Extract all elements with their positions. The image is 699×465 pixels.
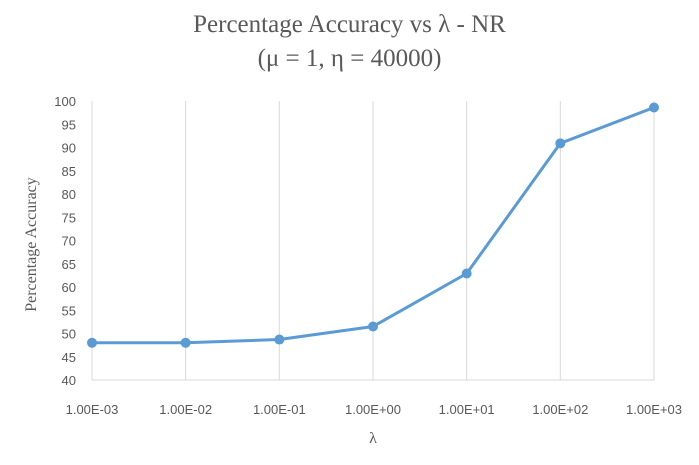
x-tick-label: 1.00E-02: [159, 402, 212, 417]
y-tick-label: 100: [54, 94, 76, 109]
x-tick-label: 1.00E-03: [66, 402, 119, 417]
chart-title: Percentage Accuracy vs λ - NR: [193, 11, 506, 38]
grid-lines: [91, 101, 655, 381]
data-point: [368, 321, 378, 332]
data-point: [180, 337, 191, 348]
x-tick-label: 1.00E+02: [532, 402, 588, 417]
x-tick-label: 1.00E+00: [345, 402, 401, 417]
x-tick-label: 1.00E+01: [439, 402, 495, 417]
y-axis-ticks: 40 45 50 55 60 65 70 75 80 85 90 95 100: [54, 94, 76, 388]
y-tick-label: 85: [62, 164, 76, 179]
data-points: [87, 102, 659, 348]
y-tick-label: 75: [62, 210, 76, 225]
data-point: [649, 102, 659, 113]
x-tick-label: 1.00E+03: [626, 402, 682, 417]
x-tick-label: 1.00E-01: [253, 402, 306, 417]
x-axis-label: λ: [369, 430, 377, 447]
y-tick-label: 55: [62, 303, 76, 318]
y-tick-label: 90: [62, 141, 76, 156]
y-tick-label: 45: [62, 350, 76, 365]
data-point: [461, 268, 472, 279]
y-tick-label: 40: [62, 373, 76, 388]
y-tick-label: 50: [62, 327, 76, 342]
data-point: [87, 337, 97, 348]
y-tick-label: 70: [62, 234, 76, 249]
y-axis-label: Percentage Accuracy: [23, 177, 40, 312]
y-tick-label: 80: [62, 187, 76, 202]
data-point: [274, 334, 285, 345]
y-tick-label: 95: [62, 117, 76, 132]
data-point: [555, 138, 566, 149]
x-axis-ticks: 1.00E-03 1.00E-02 1.00E-01 1.00E+00 1.00E+01…: [66, 402, 682, 417]
chart-subtitle: (μ = 1, η = 40000): [257, 45, 442, 72]
y-tick-label: 60: [62, 280, 76, 295]
y-tick-label: 65: [62, 257, 76, 272]
